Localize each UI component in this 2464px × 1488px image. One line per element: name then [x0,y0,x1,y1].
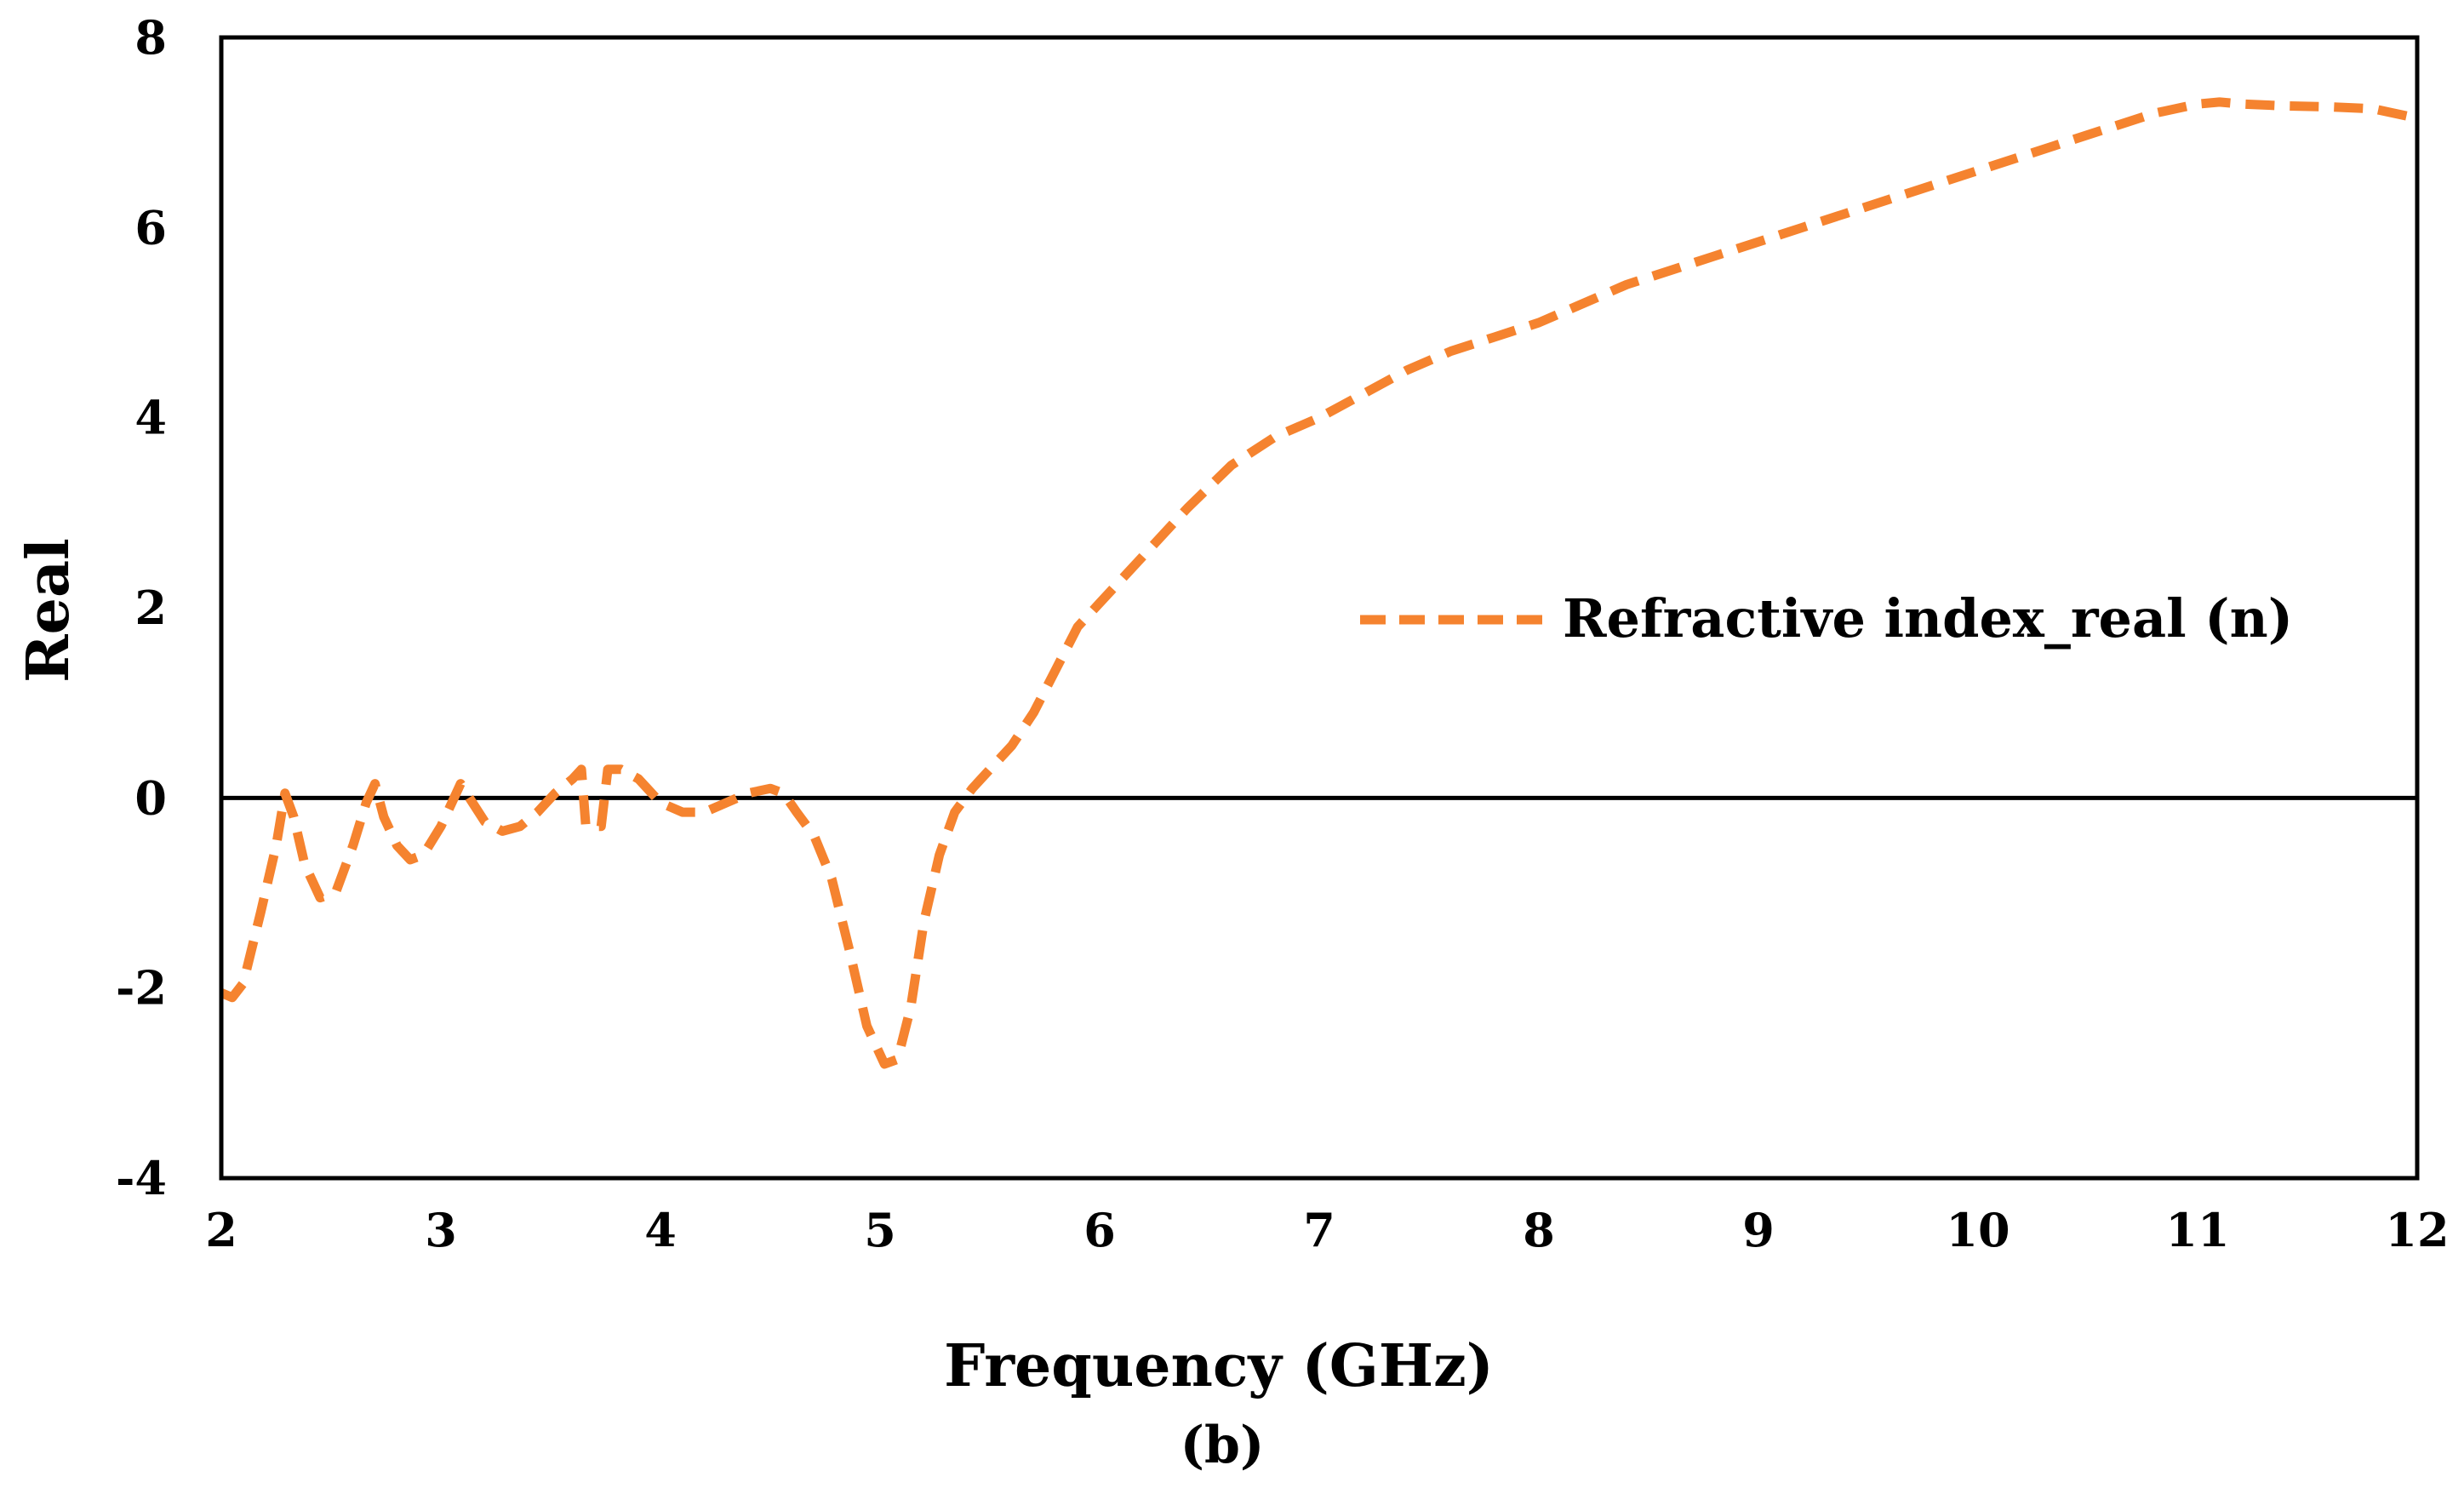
x-axis-ticks: 2 3 4 5 6 7 8 9 10 11 12 [205,1203,2449,1257]
y-tick-label--2: -2 [116,961,167,1016]
x-tick-label-6: 6 [1083,1203,1116,1257]
y-tick-label--4: -4 [116,1151,167,1205]
y-axis-title: Real [14,538,83,683]
legend-label: Refractive index_real (n) [1563,587,2293,650]
x-tick-label-10: 10 [1946,1203,2010,1257]
y-tick-label-2: 2 [134,581,167,635]
plot-area [219,35,2420,1181]
legend: Refractive index_real (n) [1360,587,2293,650]
x-tick-label-12: 12 [2385,1203,2449,1257]
x-tick-label-8: 8 [1523,1203,1555,1257]
x-tick-label-2: 2 [205,1203,237,1257]
y-axis-ticks: -4 -2 0 2 4 6 8 [116,10,167,1205]
y-tick-label-6: 6 [134,200,167,255]
y-tick-label-0: 0 [134,770,167,825]
x-axis-title: Frequency (GHz) [944,1332,1494,1400]
y-tick-label-8: 8 [134,10,167,65]
x-tick-label-3: 3 [425,1203,457,1257]
x-tick-label-4: 4 [644,1203,677,1257]
x-tick-label-11: 11 [2165,1203,2229,1257]
x-tick-label-7: 7 [1303,1203,1335,1257]
plot-frame [219,35,2420,1181]
series-line-refractive-index-real [219,97,2419,1069]
figure-caption: (b) [1181,1416,1265,1475]
x-tick-label-9: 9 [1742,1203,1775,1257]
x-tick-label-5: 5 [864,1203,896,1257]
y-tick-label-4: 4 [134,391,167,445]
